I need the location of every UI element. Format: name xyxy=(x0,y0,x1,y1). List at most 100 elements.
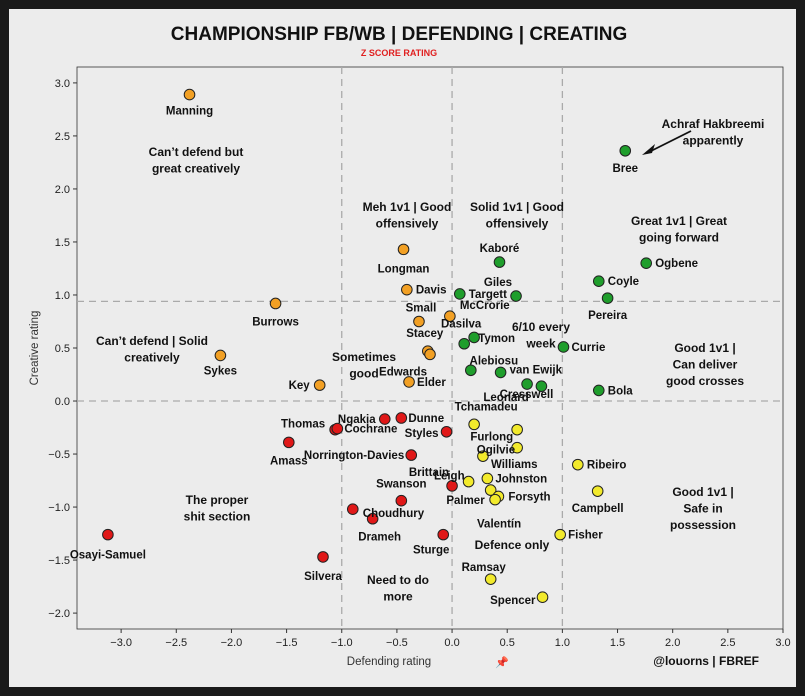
label-ngakia: Ngakia xyxy=(338,414,376,426)
point-swanson xyxy=(395,494,408,507)
point-mccrorie xyxy=(444,310,456,322)
annotation-q-great-great: Great 1v1 | Great going forward xyxy=(631,214,727,245)
label-cresswell: Cresswell xyxy=(500,389,554,401)
x-tick-label: −3.0 xyxy=(110,637,132,649)
y-tick-label: 2.0 xyxy=(55,184,70,196)
point-elder xyxy=(403,376,415,388)
y-tick-label: 1.0 xyxy=(55,290,70,302)
chart-frame: CHAMPIONSHIP FB/WB | DEFENDING | CREATIN… xyxy=(9,9,796,687)
label-tchamadeu: Tchamadeu xyxy=(455,401,518,413)
label-fisher: Fisher xyxy=(568,530,603,542)
label-furlong: Furlong xyxy=(470,432,513,444)
point-tymon xyxy=(458,337,470,350)
label-forsyth: Forsyth xyxy=(508,491,550,503)
point-cresswell xyxy=(535,380,548,392)
point-brittain xyxy=(446,480,458,492)
label-ogilvie: Ogilvie xyxy=(477,445,515,457)
pin-icon: 📌 xyxy=(495,655,509,669)
point-coyle xyxy=(592,275,605,287)
point-small xyxy=(413,315,425,328)
label-manning: Manning xyxy=(166,106,213,118)
label-swanson: Swanson xyxy=(376,479,426,491)
annotations: Can’t defend but great creatively Meh 1v1 … xyxy=(96,117,764,604)
point-longman xyxy=(397,243,410,256)
label-van-ewijk: van Ewijk xyxy=(510,364,563,376)
point-labels: Manning Burrows Sykes Key Longman Davis Small S… xyxy=(70,106,698,608)
label-williams: Williams xyxy=(491,459,538,471)
label-bola: Bola xyxy=(608,385,634,397)
annotation-q-cant-defend-great: Can’t defend but great creatively xyxy=(149,145,244,176)
label-choudhury: Choudhury xyxy=(363,508,425,520)
label-small: Small xyxy=(406,302,437,314)
y-tick-label: 0.5 xyxy=(55,343,70,355)
x-tick-label: −0.5 xyxy=(386,637,408,649)
chart-title: CHAMPIONSHIP FB/WB | DEFENDING | CREATIN… xyxy=(171,24,627,45)
arrowhead-icon xyxy=(642,144,655,155)
point-palmer xyxy=(484,484,497,496)
y-tick-label: 0.0 xyxy=(55,396,70,408)
point-spencer xyxy=(536,591,549,603)
label-mccrorie: McCrorie xyxy=(460,300,510,312)
point-key xyxy=(313,379,326,391)
label-tymon: Tymon xyxy=(478,333,515,345)
point-giles xyxy=(510,290,522,302)
point-alebiosu xyxy=(465,364,477,377)
label-norrington-davies: Norrington-Davies xyxy=(304,450,404,462)
label-styles: Styles xyxy=(405,428,439,440)
point-dasilva xyxy=(468,331,480,344)
x-axis-ticks: −3.0 −2.5 −2.0 −1.5 −1.0 −0.5 0.0 0.5 1.0 1.5 2.0 2… xyxy=(110,629,791,649)
point-van-ewijk xyxy=(494,366,507,379)
label-stacey: Stacey xyxy=(406,328,444,340)
x-tick-label: −1.0 xyxy=(331,637,353,649)
point-tchamadeu xyxy=(468,418,480,431)
point-ngakia xyxy=(378,413,391,425)
annotation-q-meh-good: Meh 1v1 | Good offensively xyxy=(363,200,452,231)
point-fisher xyxy=(554,528,566,541)
annotation-q-need-more: Need to do more xyxy=(367,573,429,604)
label-pereira: Pereira xyxy=(588,310,628,322)
label-drameh: Drameh xyxy=(358,532,401,544)
point-bree xyxy=(619,144,632,157)
label-ribeiro: Ribeiro xyxy=(587,460,627,472)
label-cochrane: Cochrane xyxy=(344,424,397,436)
point-pereira xyxy=(601,292,614,304)
point-ogilvie xyxy=(511,441,523,454)
label-targett: Targett xyxy=(469,289,507,301)
point-manning xyxy=(183,88,196,101)
chart-subtitle: Z SCORE RATING xyxy=(361,48,437,58)
x-tick-label: 1.5 xyxy=(610,637,625,649)
y-tick-label: −1.5 xyxy=(48,555,70,567)
point-amass xyxy=(283,436,295,449)
y-tick-label: −0.5 xyxy=(48,449,70,461)
scatter-chart: CHAMPIONSHIP FB/WB | DEFENDING | CREATIN… xyxy=(29,24,791,669)
label-johnston: Johnston xyxy=(495,473,547,485)
point-ramsay xyxy=(484,573,497,585)
point-sturge xyxy=(437,528,450,541)
point-campbell xyxy=(591,485,604,497)
label-osayi-samuel: Osayi-Samuel xyxy=(70,550,146,562)
label-dasilva: Dasilva xyxy=(441,318,482,330)
point-furlong xyxy=(511,423,523,436)
y-tick-label: −2.0 xyxy=(48,608,70,620)
label-silvera: Silvera xyxy=(304,571,342,583)
label-spencer: Spencer xyxy=(490,595,536,607)
x-tick-label: 0.0 xyxy=(444,637,459,649)
point-leonard xyxy=(521,378,533,390)
credit-text: @louorns | FBREF xyxy=(653,654,759,668)
label-key: Key xyxy=(289,380,311,392)
annotation-q-sometimes: Sometimes good xyxy=(332,350,396,381)
annotation-q-hakimi: Achraf Hakbreemi apparently xyxy=(662,117,765,148)
annotation-q-defence-only: Defence only xyxy=(475,538,550,552)
annotation-q-safe: Good 1v1 | Safe in possession xyxy=(670,485,736,532)
label-campbell: Campbell xyxy=(572,503,624,515)
point-dunne xyxy=(395,412,408,424)
x-axis-label: Defending rating xyxy=(347,656,431,668)
label-ramsay: Ramsay xyxy=(462,562,507,574)
label-edwards: Edwards xyxy=(379,366,427,378)
annotation-q-six-ten: 6/10 every week xyxy=(512,320,570,351)
y-tick-label: 1.5 xyxy=(55,237,70,249)
point-osayi-samuel xyxy=(102,528,114,541)
label-leigh: Leigh xyxy=(434,471,465,483)
x-tick-label: −2.5 xyxy=(165,637,187,649)
label-alebiosu: Alebiosu xyxy=(470,355,519,367)
